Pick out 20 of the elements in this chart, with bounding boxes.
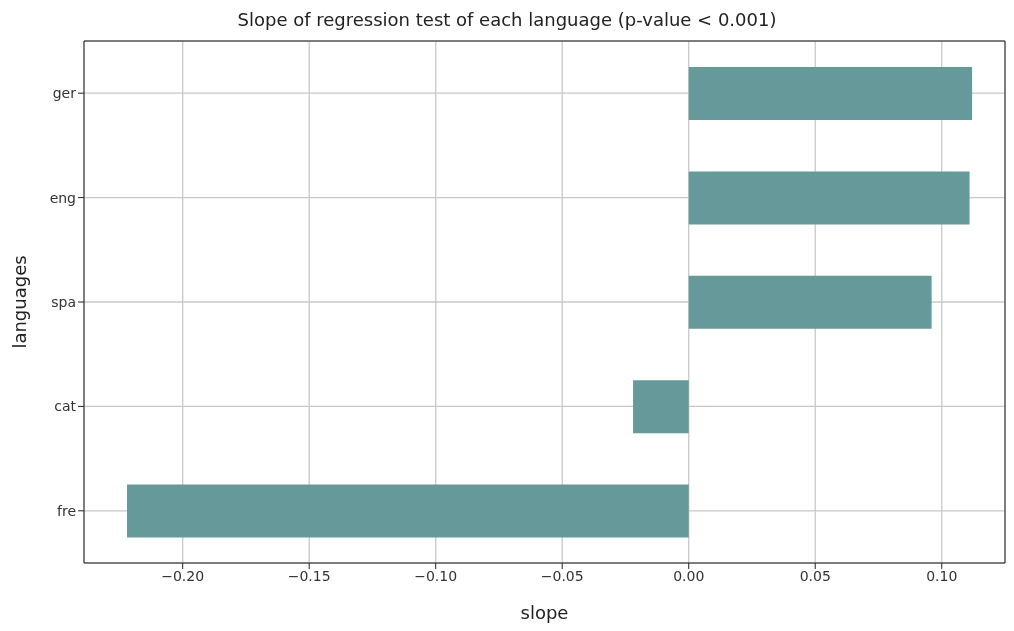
y-axis-title: languages [9,255,31,349]
bar [127,484,689,538]
x-axis-title: slope [520,602,569,623]
x-tick-label: −0.10 [414,567,458,584]
y-tick-label: ger [52,85,77,102]
y-tick-label: spa [51,293,76,310]
y-tick-label: cat [54,398,77,415]
bar [633,380,689,434]
y-tick-label: fre [57,502,76,519]
x-tick-label: −0.15 [287,567,331,584]
x-tick-label: 0.10 [926,567,958,584]
x-tick-label: 0.00 [673,567,705,584]
bar [688,171,970,225]
y-tick-label: eng [49,189,76,206]
bar [688,275,932,329]
x-tick-label: −0.20 [161,567,205,584]
x-tick-label: 0.05 [799,567,831,584]
chart-title: Slope of regression test of each language (p-value < 0.001) [236,8,778,32]
x-tick-label: −0.05 [540,567,584,584]
bar [688,67,973,120]
